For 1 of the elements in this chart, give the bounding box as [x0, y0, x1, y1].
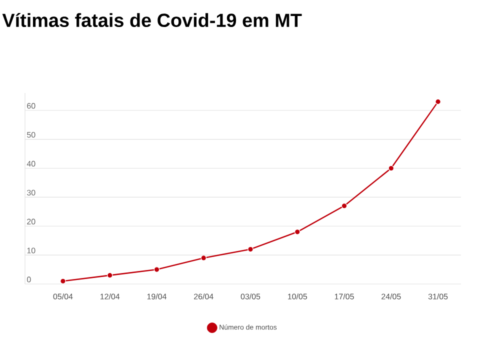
- chart-title: Vítimas fatais de Covid-19 em MT: [2, 12, 302, 28]
